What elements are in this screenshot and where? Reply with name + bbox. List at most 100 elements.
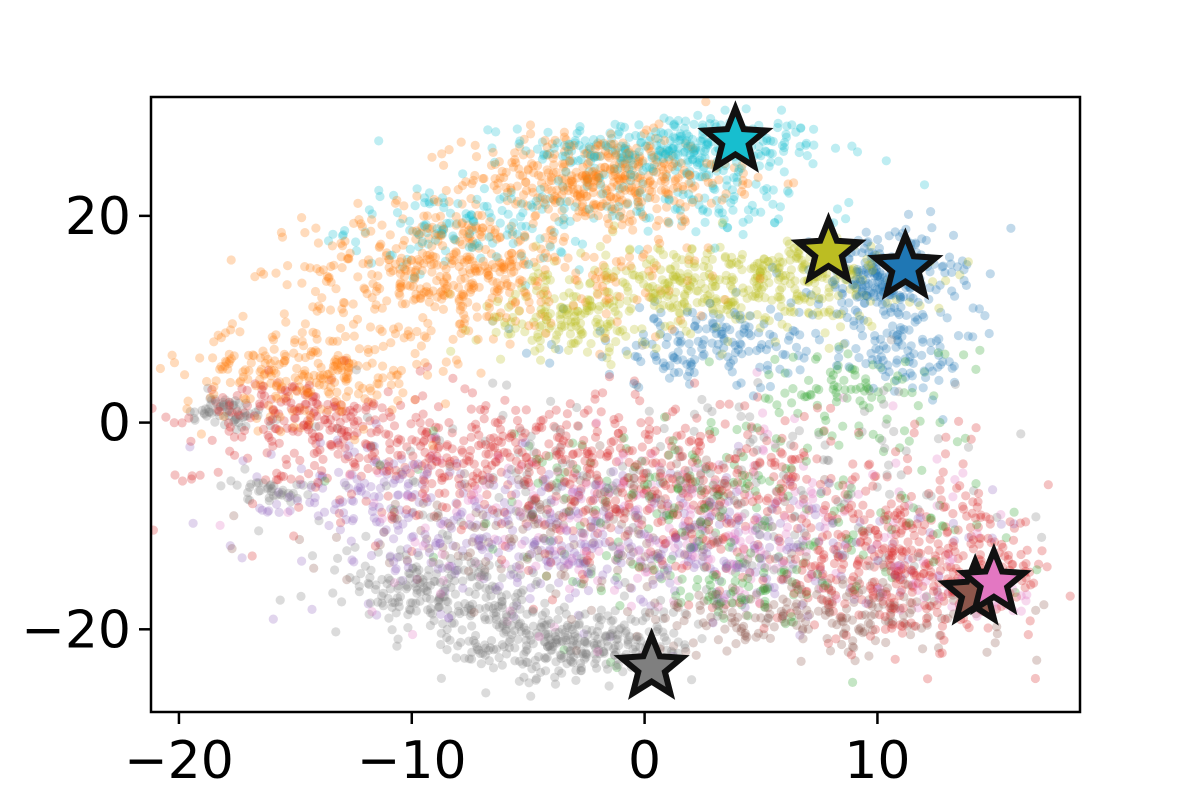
scatter-point-series-4: [891, 447, 901, 457]
scatter-point-series-4: [507, 490, 517, 500]
scatter-point-series-4: [577, 441, 588, 452]
scatter-point-series-5: [540, 519, 551, 529]
scatter-point-series-4: [466, 404, 476, 414]
scatter-point-series-9: [466, 604, 477, 615]
scatter-point-series-0: [516, 221, 527, 231]
scatter-point-series-0: [476, 253, 486, 263]
scatter-point-series-3: [913, 297, 923, 307]
scatter-point-series-0: [767, 149, 777, 159]
scatter-point-series-4: [958, 459, 968, 469]
scatter-point-series-4: [915, 572, 925, 582]
scatter-point-series-3: [685, 367, 695, 377]
scatter-point-series-9: [529, 447, 539, 457]
scatter-point-series-7: [755, 516, 765, 526]
scatter-point-series-8: [375, 460, 385, 470]
scatter-point-series-4: [530, 494, 540, 504]
scatter-point-series-4: [765, 554, 775, 564]
scatter-point-series-1: [563, 185, 574, 196]
scatter-point-series-4: [386, 412, 396, 422]
scatter-point-series-9: [621, 626, 631, 636]
scatter-point-series-1: [582, 191, 592, 201]
scatter-point-series-1: [375, 284, 385, 294]
scatter-point-series-7: [789, 542, 799, 553]
scatter-point-series-9: [545, 583, 555, 593]
scatter-point-series-0: [374, 136, 384, 146]
scatter-point-series-3: [795, 330, 805, 340]
scatter-point-series-0: [637, 158, 647, 168]
scatter-point-series-7: [586, 516, 596, 526]
scatter-point-series-6: [934, 570, 944, 581]
scatter-point-series-1: [438, 304, 448, 314]
scatter-point-series-1: [706, 198, 717, 208]
scatter-point-series-1: [602, 234, 612, 244]
scatter-point-series-1: [617, 195, 627, 205]
scatter-point-series-1: [416, 293, 426, 304]
scatter-point-series-4: [383, 491, 393, 501]
scatter-point-series-9: [612, 630, 623, 640]
scatter-point-series-4: [131, 438, 140, 447]
scatter-point-series-1: [451, 248, 461, 258]
scatter-point-series-0: [796, 123, 806, 133]
scatter-point-series-5: [797, 625, 808, 635]
scatter-point-series-0: [574, 265, 584, 275]
scatter-point-series-2: [545, 309, 556, 319]
scatter-point-series-9: [546, 396, 556, 406]
scatter-point-series-1: [535, 253, 546, 264]
scatter-point-series-6: [868, 469, 878, 480]
scatter-point-series-4: [289, 448, 299, 458]
scatter-point-series-5: [742, 632, 752, 642]
scatter-point-series-7: [587, 543, 597, 554]
scatter-point-series-9: [562, 622, 572, 633]
scatter-point-series-4: [142, 442, 151, 451]
scatter-point-series-1: [537, 178, 547, 188]
scatter-point-series-5: [699, 596, 709, 606]
scatter-point-series-7: [307, 604, 317, 615]
scatter-point-series-9: [481, 583, 491, 594]
scatter-point-series-0: [700, 193, 710, 203]
scatter-point-series-4: [920, 561, 930, 571]
scatter-point-series-1: [684, 255, 694, 265]
scatter-point-series-1: [530, 321, 540, 331]
scatter-point-series-7: [792, 542, 802, 553]
scatter-point-series-1: [169, 358, 180, 368]
scatter-point-series-1: [647, 187, 657, 197]
scatter-point-series-5: [902, 621, 913, 631]
scatter-point-series-7: [369, 492, 379, 502]
scatter-point-series-3: [891, 358, 902, 368]
scatter-point-series-1: [308, 327, 318, 337]
scatter-point-series-1: [483, 264, 493, 274]
scatter-point-series-5: [467, 521, 477, 531]
scatter-point-series-5: [698, 551, 708, 562]
scatter-point-series-0: [423, 239, 433, 249]
scatter-point-series-1: [612, 317, 622, 327]
scatter-point-series-1: [670, 176, 680, 186]
scatter-point-series-0: [699, 162, 709, 172]
scatter-point-series-4: [551, 446, 561, 456]
scatter-point-series-7: [352, 486, 362, 496]
scatter-point-series-4: [897, 552, 907, 562]
scatter-point-series-9: [231, 424, 241, 435]
scatter-point-series-9: [950, 379, 961, 389]
scatter-point-series-8: [971, 479, 981, 489]
scatter-point-series-4: [387, 514, 397, 524]
scatter-point-series-1: [409, 295, 419, 305]
scatter-point-series-6: [373, 468, 383, 478]
scatter-point-series-2: [564, 308, 574, 318]
scatter-point-series-4: [831, 634, 841, 644]
scatter-point-series-7: [551, 556, 561, 566]
scatter-point-series-0: [506, 194, 516, 204]
scatter-point-series-1: [588, 182, 598, 192]
scatter-point-series-8: [665, 570, 675, 581]
scatter-point-series-2: [717, 218, 728, 228]
scatter-point-series-4: [323, 399, 333, 410]
scatter-point-series-9: [469, 635, 479, 646]
scatter-point-series-7: [255, 503, 265, 513]
scatter-point-series-9: [591, 643, 601, 653]
scatter-point-series-9: [889, 426, 899, 437]
scatter-point-series-3: [906, 341, 916, 351]
scatter-point-series-0: [422, 228, 432, 238]
scatter-point-series-4: [556, 546, 566, 556]
scatter-point-series-4: [712, 484, 722, 494]
scatter-point-series-6: [891, 458, 901, 468]
scatter-point-series-0: [503, 209, 513, 219]
